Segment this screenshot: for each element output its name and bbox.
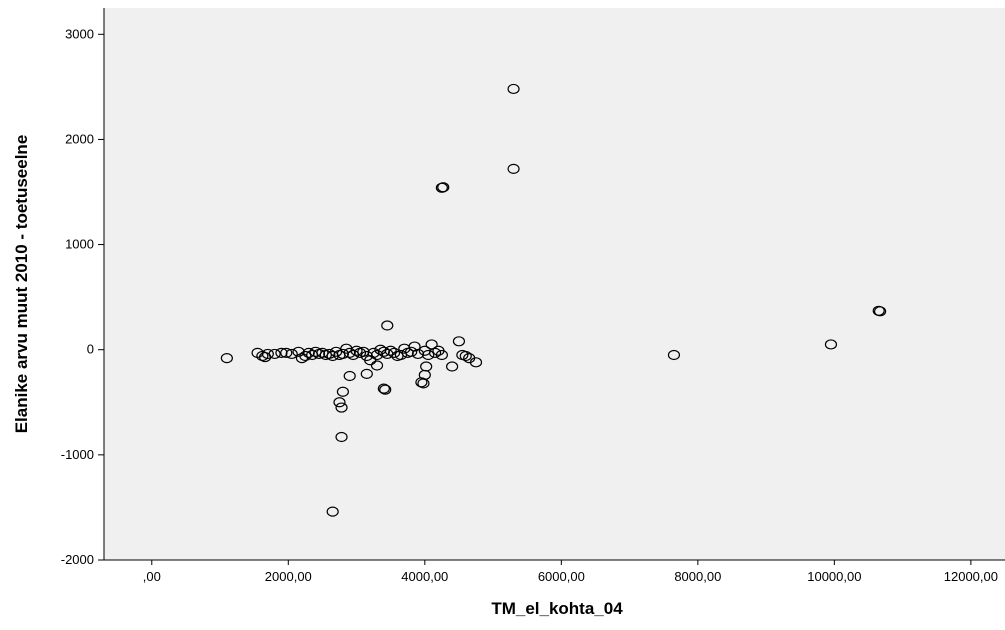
x-tick-label: 4000,00: [401, 569, 448, 584]
y-tick-label: 0: [87, 342, 94, 357]
y-tick-label: -1000: [61, 447, 94, 462]
x-tick-label: 10000,00: [807, 569, 861, 584]
plot-area-background: [104, 8, 1005, 560]
y-tick-label: -2000: [61, 552, 94, 567]
y-tick-label: 1000: [65, 237, 94, 252]
x-tick-label: ,00: [143, 569, 161, 584]
x-axis-ticks: ,00 2000,00 4000,00 6000,00 8000,00 10000,00 1…: [143, 560, 998, 584]
x-axis-title: TM_el_kohta_04: [491, 599, 623, 618]
y-tick-label: 2000: [65, 131, 94, 146]
y-tick-label: 3000: [65, 26, 94, 41]
y-axis-title: Elanike arvu muut 2010 - toetuseelne: [12, 135, 31, 434]
y-axis-ticks: -2000 -1000 0 1000 2000 3000: [61, 26, 104, 567]
x-tick-label: 2000,00: [265, 569, 312, 584]
x-tick-label: 8000,00: [674, 569, 721, 584]
x-tick-label: 6000,00: [538, 569, 585, 584]
x-tick-label: 12000,00: [944, 569, 998, 584]
